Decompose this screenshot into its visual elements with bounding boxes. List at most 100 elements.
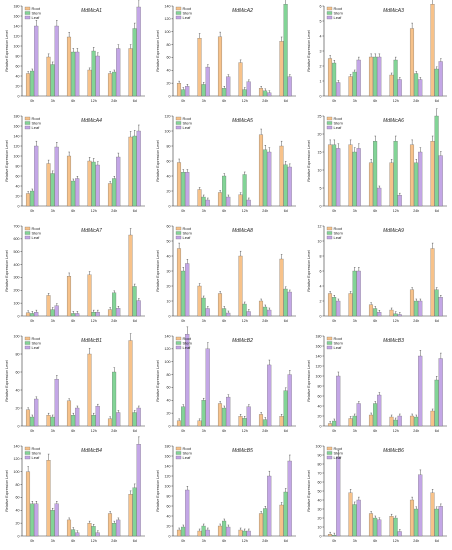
x-tick-label: 0h [30, 429, 34, 433]
bar-root [46, 163, 51, 207]
legend-swatch-leaf [175, 125, 182, 130]
bar-stem [71, 415, 76, 427]
bar-stem [352, 270, 357, 317]
bar-root [238, 416, 243, 427]
bar-stem [112, 292, 117, 317]
bar-root [217, 403, 223, 427]
x-tick-label: 24h [111, 209, 117, 213]
y-tick-label: 2 [320, 64, 322, 68]
bar-leaf [95, 532, 100, 537]
chart-title: MdMicA8 [232, 228, 253, 234]
bar-stem [181, 172, 186, 207]
bar-leaf [116, 308, 121, 317]
bar-stem [91, 50, 96, 97]
y-tick-label: 10 [318, 525, 322, 529]
bar-root [430, 4, 435, 97]
y-tick-label: 140 [14, 24, 20, 28]
y-tick-label: 0 [169, 314, 171, 318]
bar-root [176, 83, 182, 97]
bar-leaf [356, 148, 361, 207]
chart-panel-MdMicA6: 0 5 10 15 20 25 Relative Expression Level MdMic… [307, 108, 447, 213]
y-tick-label: 120 [14, 144, 20, 148]
bar-stem [201, 196, 206, 207]
y-tick-label: 500 [14, 250, 20, 254]
y-tick-label: 60 [167, 159, 171, 163]
x-tick-label: 3h [353, 539, 357, 543]
x-tick-label: 12h [242, 99, 248, 103]
legend-swatch-root [24, 226, 31, 231]
x-tick-label: 6d [133, 539, 137, 543]
legend-swatch-leaf [326, 15, 333, 20]
y-tick-label: 400 [14, 263, 20, 267]
legend-swatch-root [175, 116, 182, 121]
bar-root [409, 28, 415, 97]
y-tick-label: 90 [318, 453, 322, 457]
chart-title: MdMicA9 [383, 228, 404, 234]
x-tick-label: 6d [133, 209, 137, 213]
y-tick-label: 40 [16, 509, 20, 513]
x-tick-label: 6d [133, 429, 137, 433]
bar-stem [201, 84, 206, 97]
bar-leaf [34, 145, 39, 207]
bar-stem [91, 161, 96, 207]
x-tick-label: 12h [91, 539, 97, 543]
bar-leaf [75, 532, 80, 537]
legend-label-root: Root [334, 226, 343, 231]
y-tick-label: 6 [320, 4, 322, 8]
y-tick-label: 80 [167, 373, 171, 377]
x-tick-label: 24h [111, 319, 117, 323]
bar-root [389, 74, 394, 97]
chart-panel-MdMicA5: 0 20 40 60 80 100 120 Relative Expression Level… [156, 114, 296, 213]
bar-leaf [246, 81, 251, 97]
bar-leaf [116, 48, 121, 97]
bar-stem [373, 56, 378, 97]
bar-stem [332, 297, 337, 317]
y-tick-label: 40 [167, 514, 171, 518]
chart-panel-MdMicA3: 0 1 2 3 4 5 6 Relative Expression Level MdMicA3 0… [307, 0, 447, 103]
y-tick-label: 160 [14, 124, 20, 128]
y-tick-label: 8 [320, 254, 322, 258]
bar-root [238, 194, 243, 207]
legend-swatch-stem [24, 451, 31, 455]
bar-root [258, 300, 264, 317]
bar-root [238, 529, 243, 537]
bar-root [46, 460, 51, 537]
bar-stem [50, 64, 55, 97]
bar-root [327, 534, 333, 537]
x-tick-label: 12h [91, 429, 97, 433]
x-tick-label: 0h [30, 209, 34, 213]
bar-stem [332, 62, 337, 97]
bar-leaf [336, 148, 341, 207]
bar-stem [352, 504, 357, 537]
bar-root [348, 293, 353, 317]
y-tick-label: 20 [318, 516, 322, 520]
y-tick-label: 10 [318, 168, 322, 172]
y-tick-label: 120 [165, 474, 171, 478]
y-tick-label: 15 [318, 150, 322, 154]
x-tick-label: 3h [51, 209, 55, 213]
y-axis-label: Relative Expression Level [307, 250, 311, 292]
bar-root [66, 36, 72, 97]
bar-root [176, 248, 182, 317]
y-tick-label: 80 [167, 494, 171, 498]
y-tick-label: 120 [165, 347, 171, 351]
bar-leaf [336, 456, 341, 537]
bar-leaf [34, 503, 39, 537]
y-tick-label: 160 [165, 454, 171, 458]
bar-stem [242, 89, 247, 97]
legend-label-root: Root [32, 446, 41, 451]
legend-label-stem: Stem [183, 10, 193, 15]
x-tick-label: 6d [284, 99, 288, 103]
bar-leaf [377, 394, 382, 427]
y-tick-label: 40 [318, 498, 322, 502]
bar-leaf [418, 355, 423, 427]
x-tick-label: 6h [71, 209, 75, 213]
bar-leaf [287, 291, 292, 317]
bar-leaf [267, 151, 272, 207]
bar-root [389, 516, 394, 537]
legend-swatch-root [175, 336, 182, 341]
bar-stem [332, 534, 337, 537]
chart-title: MdMicB3 [383, 338, 404, 344]
y-tick-label: 140 [165, 4, 171, 8]
bar-stem [242, 418, 247, 427]
